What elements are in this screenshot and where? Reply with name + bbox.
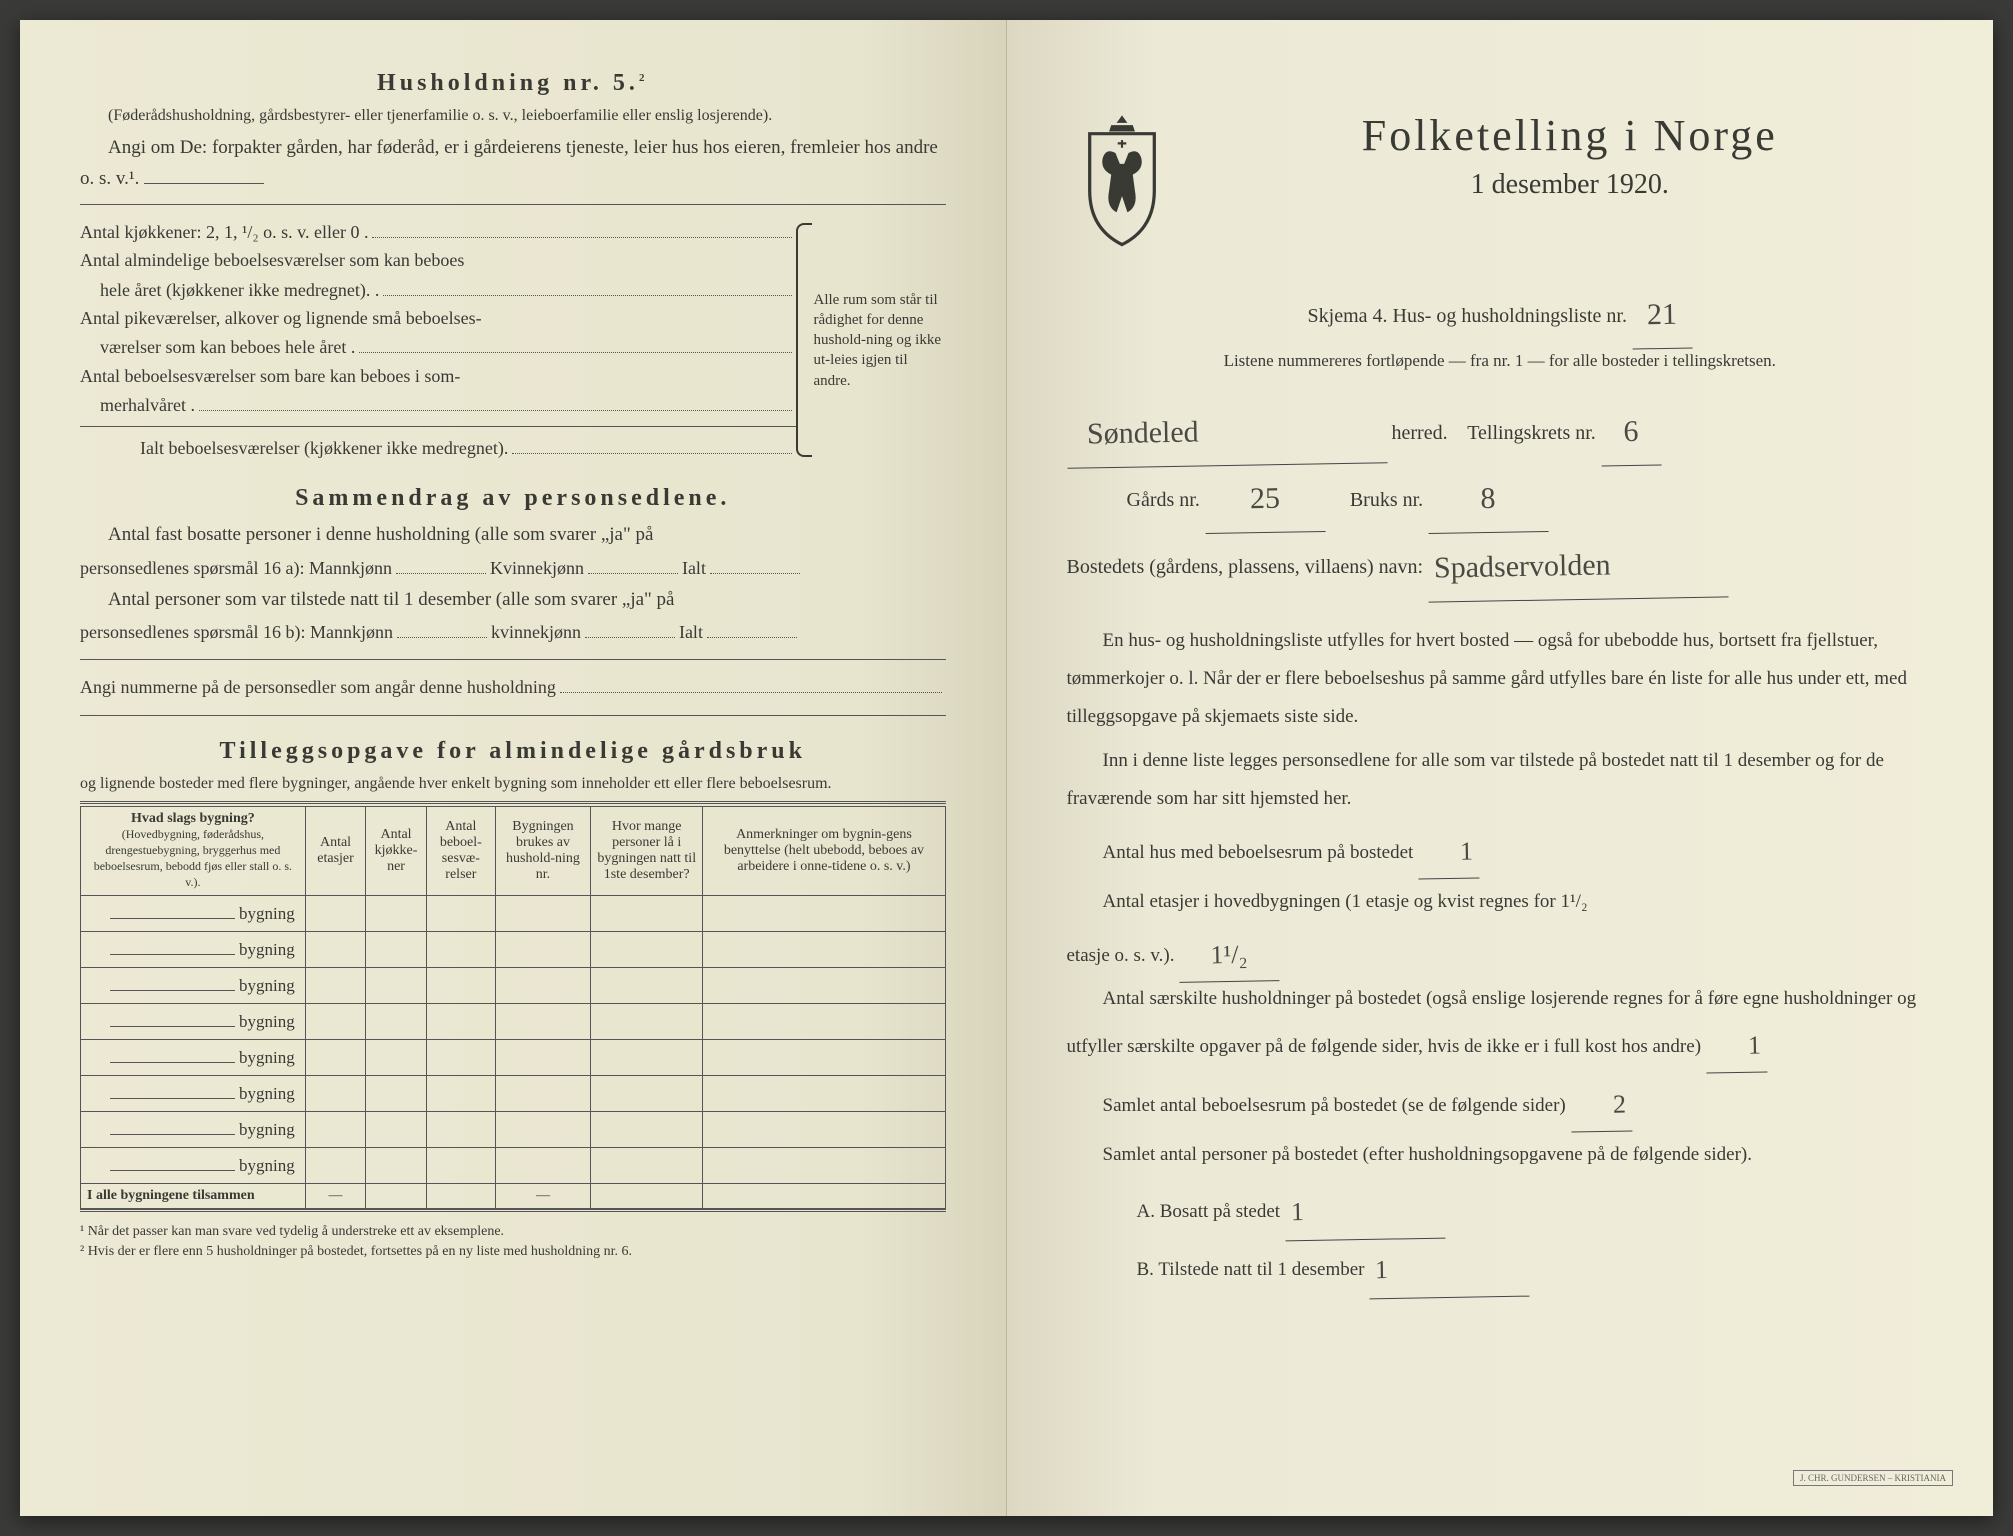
bosted-value: Spadservolden xyxy=(1428,530,1729,602)
main-title: Folketelling i Norge xyxy=(1207,110,1934,161)
coat-of-arms-icon xyxy=(1067,110,1177,250)
q4-value: 2 xyxy=(1570,1078,1632,1132)
document-spread: Husholdning nr. 5.2 (Føderådshusholdning… xyxy=(20,20,1993,1516)
bruks-value: 8 xyxy=(1428,465,1549,534)
krets-value: 6 xyxy=(1600,398,1661,466)
footnotes: ¹ Når det passer kan man svare ved tydel… xyxy=(80,1222,946,1261)
herred-value: Søndeled xyxy=(1066,396,1387,469)
rooms-block: Antal kjøkkener: 2, 1, ¹/₂ o. s. v. elle… xyxy=(80,215,946,465)
q4: Samlet antal beboelsesrum på bostedet (s… xyxy=(1067,1077,1934,1130)
divider xyxy=(80,204,946,205)
sec2-title: Sammendrag av personsedlene. xyxy=(80,485,946,512)
printer-mark: J. CHR. GUNDERSEN – KRISTIANIA xyxy=(1793,1470,1953,1486)
instructions: En hus- og husholdningsliste utfylles fo… xyxy=(1067,622,1934,1296)
skjema-line: Skjema 4. Hus- og husholdningsliste nr. … xyxy=(1067,280,1934,347)
list-nr-value: 21 xyxy=(1631,281,1692,349)
sec2-l3: Antal personer som var tilstede natt til… xyxy=(80,585,946,615)
gards-value: 25 xyxy=(1204,465,1325,534)
building-rows: bygning bygning bygning bygning bygning … xyxy=(81,896,946,1209)
q1: Antal hus med beboelsesrum på bostedet 1 xyxy=(1067,824,1934,877)
q3-value: 1 xyxy=(1705,1019,1767,1073)
building-table: Hvad slags bygning?(Hovedbygning, føderå… xyxy=(80,806,946,1209)
qB-value: 1 xyxy=(1369,1239,1530,1300)
qA: A. Bosatt på stedet 1 xyxy=(1067,1180,1934,1238)
sec2-l1: Antal fast bosatte personer i denne hush… xyxy=(80,520,946,550)
sec3-sub: og lignende bosteder med flere bygninger… xyxy=(80,773,946,795)
subtitle: 1 desember 1920. xyxy=(1207,169,1934,201)
herred-line: Søndeled herred. Tellingskrets nr. 6 xyxy=(1067,397,1934,464)
q3: Antal særskilte husholdninger på bostede… xyxy=(1067,980,1934,1071)
brace-note: Alle rum som står til rådighet for denne… xyxy=(796,215,946,465)
note1: (Føderådshusholdning, gårdsbestyrer- ell… xyxy=(80,105,946,127)
q1-value: 1 xyxy=(1418,825,1480,879)
note2: Angi om De: forpakter gården, har føderå… xyxy=(80,133,946,194)
sec3-title: Tilleggsopgave for almindelige gårdsbruk xyxy=(80,738,946,765)
qB: B. Tilstede natt til 1 desember 1 xyxy=(1067,1238,1934,1296)
listene-note: Listene nummereres fortløpende — fra nr.… xyxy=(1067,351,1934,371)
bosted-line: Bostedets (gårdens, plassens, villaens) … xyxy=(1067,531,1934,598)
gards-line: Gårds nr. 25 Bruks nr. 8 xyxy=(1067,464,1934,531)
q5: Samlet antal personer på bostedet (efter… xyxy=(1067,1136,1934,1174)
qA-value: 1 xyxy=(1284,1181,1445,1242)
header-sup: 2 xyxy=(639,72,649,84)
right-page: Folketelling i Norge 1 desember 1920. Sk… xyxy=(1007,20,1994,1516)
q2: Antal etasjer i hovedbygningen (1 etasje… xyxy=(1067,883,1934,921)
rooms-left: Antal kjøkkener: 2, 1, ¹/₂ o. s. v. elle… xyxy=(80,215,796,465)
left-header: Husholdning nr. 5.2 xyxy=(80,70,946,97)
header-text: Husholdning nr. 5. xyxy=(377,70,639,96)
sum-row: I alle bygningene tilsammen—— xyxy=(81,1184,946,1209)
left-page: Husholdning nr. 5.2 (Føderådshusholdning… xyxy=(20,20,1007,1516)
q2-value: 1¹/₂ xyxy=(1179,928,1280,983)
blank-line xyxy=(144,183,264,184)
title-row: Folketelling i Norge 1 desember 1920. xyxy=(1067,110,1934,250)
